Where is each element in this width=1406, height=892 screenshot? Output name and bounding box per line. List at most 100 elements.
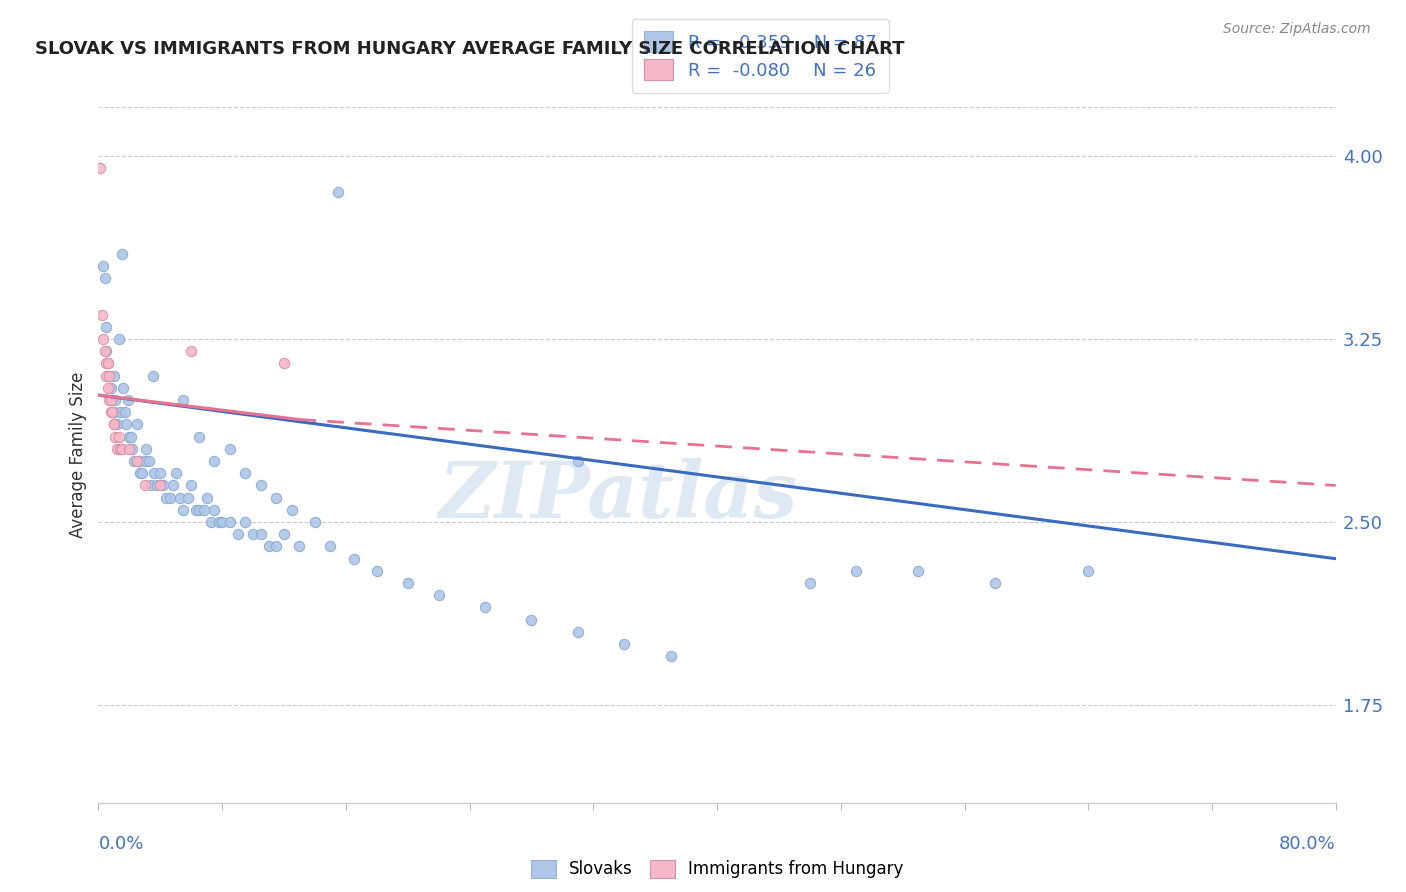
Point bbox=[211, 515, 233, 529]
Point bbox=[117, 392, 139, 407]
Point bbox=[200, 515, 222, 529]
Point bbox=[107, 429, 129, 443]
Point bbox=[120, 429, 142, 443]
Text: ZIPatlas: ZIPatlas bbox=[439, 458, 797, 535]
Point bbox=[138, 454, 160, 468]
Point bbox=[204, 454, 226, 468]
Point bbox=[152, 478, 174, 492]
Point bbox=[273, 356, 295, 370]
Point bbox=[114, 405, 136, 419]
Point bbox=[396, 576, 419, 591]
Point bbox=[281, 503, 304, 517]
Point bbox=[155, 491, 177, 505]
Point bbox=[103, 417, 125, 432]
Point bbox=[288, 540, 311, 554]
Point bbox=[90, 308, 112, 322]
Point bbox=[474, 600, 496, 615]
Point bbox=[159, 491, 181, 505]
Point bbox=[250, 478, 273, 492]
Point bbox=[188, 429, 211, 443]
Point bbox=[304, 515, 326, 529]
Point bbox=[93, 344, 115, 359]
Point bbox=[101, 405, 124, 419]
Point bbox=[146, 478, 169, 492]
Point bbox=[143, 467, 166, 481]
Point bbox=[567, 624, 589, 639]
Point bbox=[104, 392, 127, 407]
Point bbox=[180, 478, 202, 492]
Point bbox=[184, 503, 207, 517]
Point bbox=[89, 161, 111, 175]
Point bbox=[169, 491, 191, 505]
Point bbox=[193, 503, 215, 517]
Point bbox=[195, 491, 218, 505]
Point bbox=[103, 417, 125, 432]
Point bbox=[235, 515, 257, 529]
Point bbox=[96, 344, 118, 359]
Point bbox=[108, 405, 131, 419]
Point bbox=[180, 344, 202, 359]
Point bbox=[204, 503, 226, 517]
Point bbox=[97, 356, 120, 370]
Point bbox=[659, 649, 682, 664]
Legend: Slovaks, Immigrants from Hungary: Slovaks, Immigrants from Hungary bbox=[524, 853, 910, 885]
Point bbox=[97, 356, 120, 370]
Point bbox=[242, 527, 264, 541]
Point bbox=[96, 368, 118, 383]
Y-axis label: Average Family Size: Average Family Size bbox=[69, 372, 87, 538]
Point bbox=[115, 417, 138, 432]
Point bbox=[250, 527, 273, 541]
Point bbox=[134, 478, 156, 492]
Point bbox=[127, 417, 149, 432]
Point bbox=[97, 381, 120, 395]
Point bbox=[427, 588, 450, 602]
Point bbox=[100, 392, 122, 407]
Point bbox=[139, 478, 162, 492]
Point bbox=[104, 429, 127, 443]
Point bbox=[142, 368, 165, 383]
Point bbox=[127, 454, 149, 468]
Point bbox=[118, 442, 141, 456]
Point bbox=[613, 637, 636, 651]
Point bbox=[149, 467, 172, 481]
Point bbox=[208, 515, 231, 529]
Point bbox=[273, 527, 295, 541]
Point bbox=[100, 381, 122, 395]
Text: 0.0%: 0.0% bbox=[98, 835, 143, 853]
Point bbox=[131, 467, 153, 481]
Point bbox=[101, 392, 124, 407]
Point bbox=[103, 405, 125, 419]
Point bbox=[177, 491, 200, 505]
Point bbox=[366, 564, 388, 578]
Point bbox=[907, 564, 929, 578]
Point bbox=[111, 442, 134, 456]
Point bbox=[319, 540, 342, 554]
Point bbox=[107, 332, 129, 346]
Point bbox=[98, 392, 121, 407]
Point bbox=[122, 454, 145, 468]
Point bbox=[103, 368, 125, 383]
Point bbox=[96, 319, 118, 334]
Point bbox=[173, 392, 195, 407]
Point bbox=[343, 551, 366, 566]
Point bbox=[188, 503, 211, 517]
Point bbox=[266, 540, 288, 554]
Point bbox=[149, 478, 172, 492]
Point bbox=[845, 564, 868, 578]
Point bbox=[235, 467, 257, 481]
Point bbox=[134, 454, 156, 468]
Point bbox=[984, 576, 1007, 591]
Point bbox=[326, 186, 350, 200]
Point bbox=[135, 442, 157, 456]
Point bbox=[567, 454, 589, 468]
Text: SLOVAK VS IMMIGRANTS FROM HUNGARY AVERAGE FAMILY SIZE CORRELATION CHART: SLOVAK VS IMMIGRANTS FROM HUNGARY AVERAG… bbox=[35, 40, 904, 58]
Point bbox=[1077, 564, 1099, 578]
Point bbox=[520, 613, 543, 627]
Point bbox=[91, 332, 114, 346]
Point bbox=[111, 246, 134, 260]
Point bbox=[226, 527, 249, 541]
Point bbox=[98, 368, 121, 383]
Text: 80.0%: 80.0% bbox=[1279, 835, 1336, 853]
Point bbox=[118, 429, 141, 443]
Point bbox=[100, 405, 122, 419]
